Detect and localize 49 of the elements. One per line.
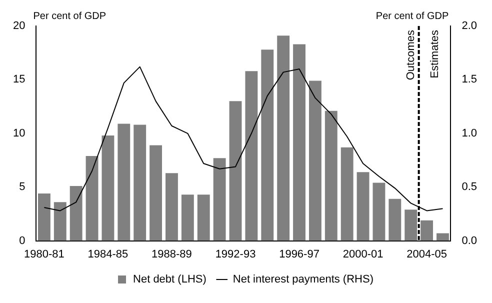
x-tick-label: 1988-89 <box>152 248 192 260</box>
bar <box>277 36 290 241</box>
x-tick-label: 2004-05 <box>406 248 447 260</box>
bar <box>150 145 162 241</box>
bar <box>118 124 130 241</box>
bar <box>293 44 306 241</box>
bar <box>86 156 98 241</box>
bar <box>38 194 50 241</box>
bar <box>324 110 338 241</box>
x-tick-label: 1996-97 <box>279 248 320 260</box>
annotation: Estimates <box>428 30 441 78</box>
bar <box>404 210 418 241</box>
x-tick-label: 1984-85 <box>88 248 128 260</box>
y-axis-title: Per cent of GDP <box>33 10 106 22</box>
bar <box>181 194 194 241</box>
y-tick-label: 15 <box>12 74 26 86</box>
x-tick-label: 2000-01 <box>342 248 384 260</box>
y2-tick-label: 2.0 <box>462 20 478 32</box>
legend-label: Net interest payments (RHS) <box>232 274 374 286</box>
y-tick-label: 10 <box>12 127 26 140</box>
bar <box>436 233 449 241</box>
y-tick-label: 0 <box>19 234 26 247</box>
legend-label: Net debt (LHS) <box>133 274 206 286</box>
bar <box>388 198 402 241</box>
bar <box>166 173 178 241</box>
y2-tick-label: 0.0 <box>462 234 478 247</box>
bar <box>54 202 66 241</box>
y2-tick-label: 1.0 <box>462 127 478 140</box>
bar <box>213 158 226 241</box>
bar <box>308 80 322 241</box>
x-tick-label: 1992-93 <box>215 248 256 260</box>
bar <box>372 182 386 241</box>
y-tick-label: 5 <box>19 181 26 194</box>
bar <box>229 101 242 241</box>
bar <box>197 194 210 241</box>
bar <box>261 50 274 241</box>
bar <box>356 172 370 241</box>
bar <box>70 186 82 241</box>
annotation: Outcomes <box>404 30 417 80</box>
x-tick-label: 1980-81 <box>24 248 64 260</box>
y2-tick-label: 1.5 <box>462 74 478 86</box>
bar <box>245 71 258 241</box>
bar <box>340 147 354 241</box>
bar <box>420 220 434 241</box>
bar <box>102 136 114 241</box>
y2-tick-label: 0.5 <box>462 181 478 194</box>
bar <box>134 124 146 241</box>
y-tick-label: 20 <box>12 20 26 32</box>
y2-axis-title: Per cent of GDP <box>376 10 450 22</box>
